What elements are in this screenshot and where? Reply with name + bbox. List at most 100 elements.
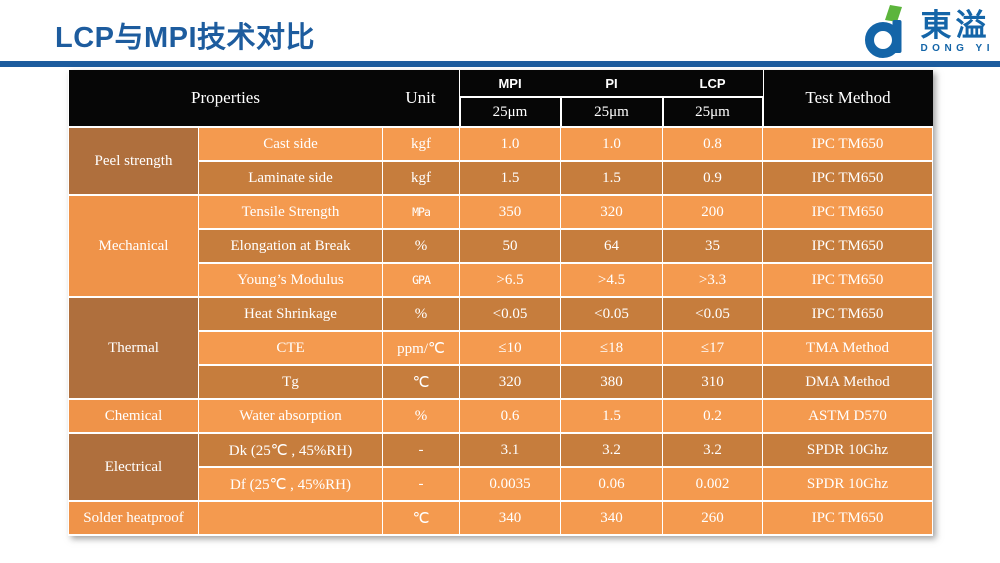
logo-text: 東溢 DONG YI bbox=[920, 8, 994, 55]
header-material-pi: PI bbox=[560, 70, 663, 97]
table-header-row: Properties Unit MPI PI LCP Test Method bbox=[68, 70, 933, 127]
pi-value-cell: 3.2 bbox=[560, 432, 663, 468]
property-cell: Tg bbox=[198, 364, 383, 400]
category-cell: Thermal bbox=[68, 296, 199, 400]
test-method-cell: IPC TM650 bbox=[762, 126, 933, 162]
category-cell: Peel strength bbox=[68, 126, 199, 196]
table-row: Elongation at Break% 50 64 35 IPC TM650 bbox=[69, 228, 933, 264]
unit-cell: ℃ bbox=[382, 500, 460, 536]
mpi-value-cell: 50 bbox=[459, 228, 561, 264]
test-method-cell: IPC TM650 bbox=[762, 500, 933, 536]
property-cell: Tensile Strength bbox=[198, 194, 383, 230]
pi-value-cell: 380 bbox=[560, 364, 663, 400]
pi-value-cell: 320 bbox=[560, 194, 663, 230]
header-thickness-lcp: 25μm bbox=[661, 96, 764, 128]
property-cell: Laminate side bbox=[198, 160, 383, 196]
property-cell: Young’s Modulus bbox=[198, 262, 383, 298]
mpi-value-cell: 0.6 bbox=[459, 398, 561, 434]
unit-cell: % bbox=[382, 398, 460, 434]
header-properties: Properties bbox=[68, 70, 383, 127]
test-method-cell: IPC TM650 bbox=[762, 160, 933, 196]
logo: 東溢 DONG YI bbox=[862, 4, 994, 60]
property-cell: Heat Shrinkage bbox=[198, 296, 383, 332]
test-method-cell: IPC TM650 bbox=[762, 228, 933, 264]
unit-cell: ppm/℃ bbox=[382, 330, 460, 366]
header-unit: Unit bbox=[382, 70, 460, 127]
test-method-cell: DMA Method bbox=[762, 364, 933, 400]
header-material-lcp: LCP bbox=[662, 70, 763, 97]
lcp-value-cell: 0.8 bbox=[662, 126, 763, 162]
property-cell: CTE bbox=[198, 330, 383, 366]
test-method-cell: IPC TM650 bbox=[762, 262, 933, 298]
test-method-cell: ASTM D570 bbox=[762, 398, 933, 434]
property-cell: Cast side bbox=[198, 126, 383, 162]
unit-cell: % bbox=[382, 228, 460, 264]
table-row: Peel strength Cast side kgf 1.0 1.0 0.8 IPC TM… bbox=[68, 126, 933, 196]
pi-value-cell: <0.05 bbox=[560, 296, 663, 332]
unit-cell: kgf bbox=[382, 160, 460, 196]
mpi-value-cell: 340 bbox=[459, 500, 561, 536]
table-row: Laminate side kgf 1.5 1.5 0.9 IPC TM650 bbox=[69, 160, 933, 196]
header-thickness-pi: 25μm bbox=[559, 96, 664, 128]
table-subheader-row: 25μm 25μm 25μm bbox=[69, 96, 933, 128]
test-method-cell: TMA Method bbox=[762, 330, 933, 366]
lcp-value-cell: 3.2 bbox=[662, 432, 763, 468]
test-method-cell: IPC TM650 bbox=[762, 296, 933, 332]
category-cell: Mechanical bbox=[68, 194, 199, 298]
property-cell: Dk (25℃ , 45%RH) bbox=[198, 432, 383, 468]
logo-mark-icon bbox=[865, 5, 903, 58]
category-cell: Electrical bbox=[68, 432, 199, 502]
pi-value-cell: 1.5 bbox=[560, 398, 663, 434]
table-row: Chemical Water absorption% 0.6 1.5 0.2 ASTM D… bbox=[68, 398, 933, 434]
lcp-value-cell: 200 bbox=[662, 194, 763, 230]
header-material-mpi: MPI bbox=[459, 70, 561, 97]
comparison-table: Properties Unit MPI PI LCP Test Method 2… bbox=[68, 70, 933, 536]
property-cell: Water absorption bbox=[198, 398, 383, 434]
unit-cell: GPA bbox=[382, 262, 460, 298]
property-cell: Elongation at Break bbox=[198, 228, 383, 264]
test-method-cell: SPDR 10Ghz bbox=[762, 466, 933, 502]
unit-cell: MPa bbox=[382, 194, 460, 230]
property-cell: Df (25℃ , 45%RH) bbox=[198, 466, 383, 502]
table-row: CTE ppm/℃ ≤10 ≤18 ≤17 TMA Method bbox=[69, 330, 933, 366]
unit-cell: - bbox=[382, 432, 460, 468]
lcp-value-cell: 0.9 bbox=[662, 160, 763, 196]
table-row: Thermal Heat Shrinkage% <0.05 <0.05 <0.05 IPC… bbox=[68, 296, 933, 400]
lcp-value-cell: 0.002 bbox=[662, 466, 763, 502]
mpi-value-cell: 1.0 bbox=[459, 126, 561, 162]
pi-value-cell: 1.0 bbox=[560, 126, 663, 162]
pi-value-cell: 0.06 bbox=[560, 466, 663, 502]
table-row: Tg ℃ 320 380 310 DMA Method bbox=[69, 364, 933, 400]
test-method-cell: SPDR 10Ghz bbox=[762, 432, 933, 468]
lcp-value-cell: 0.2 bbox=[662, 398, 763, 434]
category-cell: Chemical bbox=[68, 398, 199, 434]
unit-cell: kgf bbox=[382, 126, 460, 162]
unit-cell: % bbox=[382, 296, 460, 332]
unit-cell: ℃ bbox=[382, 364, 460, 400]
lcp-value-cell: 35 bbox=[662, 228, 763, 264]
header-thickness-mpi: 25μm bbox=[458, 96, 562, 128]
table-body: Peel strength Cast side kgf 1.0 1.0 0.8 IPC TM… bbox=[68, 126, 933, 536]
mpi-value-cell: 350 bbox=[459, 194, 561, 230]
lcp-value-cell: 260 bbox=[662, 500, 763, 536]
logo-en-label: DONG YI bbox=[920, 43, 994, 54]
pi-value-cell: 340 bbox=[560, 500, 663, 536]
logo-cn-label: 東溢 bbox=[920, 8, 991, 43]
table-row: Young’s Modulus GPA >6.5 >4.5 >3.3 IPC TM650 bbox=[69, 262, 933, 298]
title-underline bbox=[0, 61, 1000, 67]
lcp-value-cell: ≤17 bbox=[662, 330, 763, 366]
table-header: Properties Unit MPI PI LCP Test Method 2… bbox=[68, 70, 933, 128]
table-row: Mechanical Tensile Strength MPa 350 320 200 IP… bbox=[68, 194, 933, 298]
pi-value-cell: >4.5 bbox=[560, 262, 663, 298]
pi-value-cell: 64 bbox=[560, 228, 663, 264]
mpi-value-cell: 3.1 bbox=[459, 432, 561, 468]
lcp-value-cell: 310 bbox=[662, 364, 763, 400]
lcp-value-cell: <0.05 bbox=[662, 296, 763, 332]
unit-cell: - bbox=[382, 466, 460, 502]
lcp-value-cell: >3.3 bbox=[662, 262, 763, 298]
mpi-value-cell: >6.5 bbox=[459, 262, 561, 298]
table-row: Df (25℃ , 45%RH) -0.0035 0.06 0.002 SPDR 10G… bbox=[69, 466, 933, 502]
test-method-cell: IPC TM650 bbox=[762, 194, 933, 230]
header-test-method: Test Method bbox=[762, 70, 933, 127]
property-cell bbox=[198, 500, 383, 536]
